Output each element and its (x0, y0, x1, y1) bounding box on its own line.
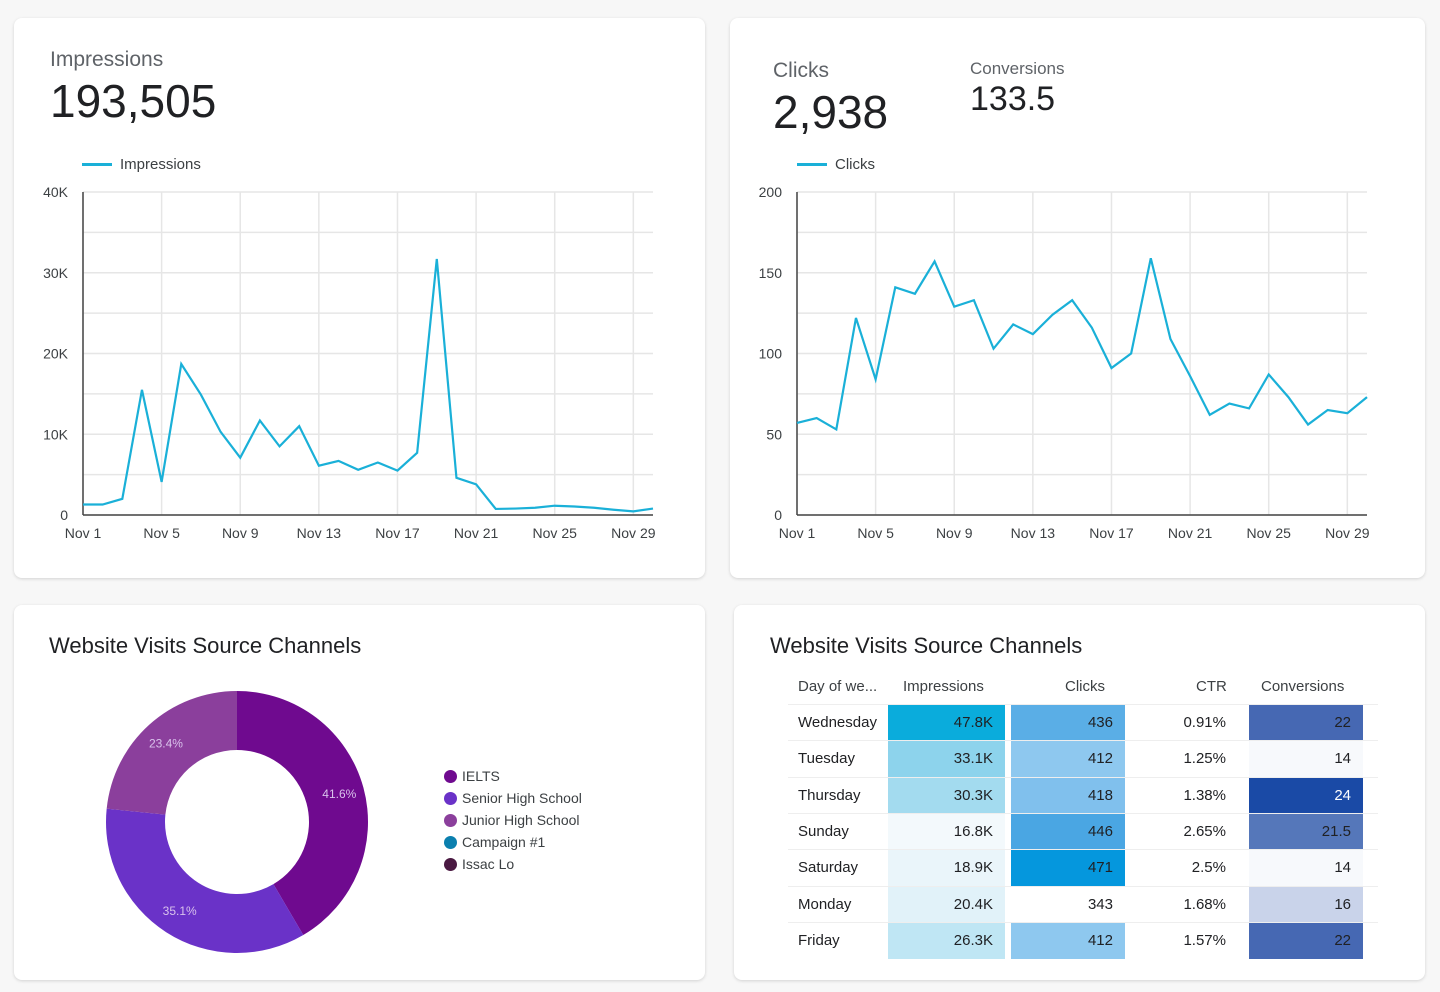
ctr-cell: 1.38% (1183, 786, 1226, 804)
ctr-cell: 1.57% (1183, 931, 1226, 949)
legend-item[interactable]: Campaign #1 (444, 834, 582, 850)
legend-item[interactable]: IELTS (444, 768, 582, 784)
clicks-cell: 412 (1011, 922, 1125, 959)
column-header[interactable]: Day of we... (798, 678, 878, 695)
ctr-cell: 0.91% (1183, 714, 1226, 731)
legend-label: IELTS (462, 768, 500, 784)
legend-label: Issac Lo (462, 856, 515, 872)
legend-dot-icon (444, 813, 457, 827)
column-header[interactable]: Impressions (903, 678, 984, 695)
clicks-cell: 471 (1011, 850, 1125, 887)
clicks-cell: 343 (1011, 886, 1125, 923)
clicks-value: 2,938 (773, 86, 889, 138)
day-cell: Thursday (798, 786, 861, 804)
day-cell: Saturday (798, 859, 859, 877)
day-cell: Monday (798, 895, 852, 913)
legend-line-icon (82, 163, 112, 166)
impressions-legend[interactable]: Impressions (82, 156, 201, 173)
ctr-cell: 1.25% (1183, 750, 1226, 768)
clicks-cell: 412 (1011, 741, 1125, 778)
clicks-legend[interactable]: Clicks (797, 156, 875, 173)
conversions-cell: 24 (1249, 777, 1363, 814)
table-row: Sunday 16.8K 446 2.65% 21.5 (788, 812, 1378, 850)
legend-label: Clicks (835, 156, 875, 173)
table-row: Saturday 18.9K 471 2.5% 14 (788, 849, 1378, 887)
impressions-cell: 16.8K (888, 813, 1005, 850)
conversions-label: Conversions (970, 59, 1065, 78)
legend-dot-icon (444, 769, 457, 783)
legend-label: Campaign #1 (462, 834, 546, 850)
ctr-cell: 1.68% (1183, 895, 1226, 913)
ctr-cell: 2.5% (1191, 859, 1226, 877)
legend-item[interactable]: Issac Lo (444, 856, 582, 872)
day-cell: Sunday (798, 822, 849, 840)
day-cell: Tuesday (798, 750, 855, 768)
impressions-cell: 18.9K (888, 850, 1005, 887)
impressions-cell: 47.8K (888, 705, 1005, 741)
source-donut-card: Website Visits Source Channels IELTS Seni… (14, 605, 705, 980)
day-cell: Wednesday (798, 714, 877, 731)
conversions-value: 133.5 (970, 80, 1056, 118)
impressions-label: Impressions (50, 48, 164, 71)
impressions-cell: 26.3K (888, 922, 1005, 959)
ctr-cell: 2.65% (1183, 822, 1226, 840)
table-row: Wednesday 47.8K 436 0.91% 22 (788, 704, 1378, 741)
column-header[interactable]: CTR (1196, 678, 1227, 695)
conversions-cell: 22 (1249, 922, 1363, 959)
clicks-cell: 418 (1011, 777, 1125, 814)
table-title: Website Visits Source Channels (770, 633, 1083, 658)
impressions-cell: 30.3K (888, 777, 1005, 814)
impressions-cell: 33.1K (888, 741, 1005, 778)
table-row: Friday 26.3K 412 1.57% 22 (788, 921, 1378, 959)
clicks-cell: 436 (1011, 705, 1125, 741)
conversions-cell: 14 (1249, 850, 1363, 887)
table-row: Monday 20.4K 343 1.68% 16 (788, 885, 1378, 923)
legend-line-icon (797, 163, 827, 166)
day-cell: Friday (798, 931, 840, 949)
legend-item[interactable]: Senior High School (444, 790, 582, 806)
clicks-card: Clicks 2,938 Conversions 133.5 Clicks (730, 18, 1425, 578)
impressions-card: Impressions 193,505 Impressions (14, 18, 705, 578)
legend-dot-icon (444, 835, 457, 849)
clicks-cell: 446 (1011, 813, 1125, 850)
impressions-value: 193,505 (50, 75, 217, 127)
legend-label: Impressions (120, 156, 201, 173)
legend-label: Junior High School (462, 812, 580, 828)
legend-item[interactable]: Junior High School (444, 812, 582, 828)
column-header[interactable]: Conversions (1261, 678, 1345, 695)
conversions-cell: 21.5 (1249, 813, 1363, 850)
conversions-cell: 22 (1249, 705, 1363, 741)
conversions-cell: 16 (1249, 886, 1363, 923)
table-row: Tuesday 33.1K 412 1.25% 14 (788, 740, 1378, 778)
legend-label: Senior High School (462, 790, 582, 806)
legend-dot-icon (444, 791, 457, 805)
donut-legend: IELTS Senior High School Junior High Schoo… (444, 768, 582, 872)
clicks-label: Clicks (773, 59, 829, 82)
donut-title: Website Visits Source Channels (49, 633, 362, 658)
legend-dot-icon (444, 857, 457, 871)
table-row: Thursday 30.3K 418 1.38% 24 (788, 776, 1378, 814)
conversions-cell: 14 (1249, 741, 1363, 778)
column-header[interactable]: Clicks (1065, 678, 1105, 695)
impressions-cell: 20.4K (888, 886, 1005, 923)
